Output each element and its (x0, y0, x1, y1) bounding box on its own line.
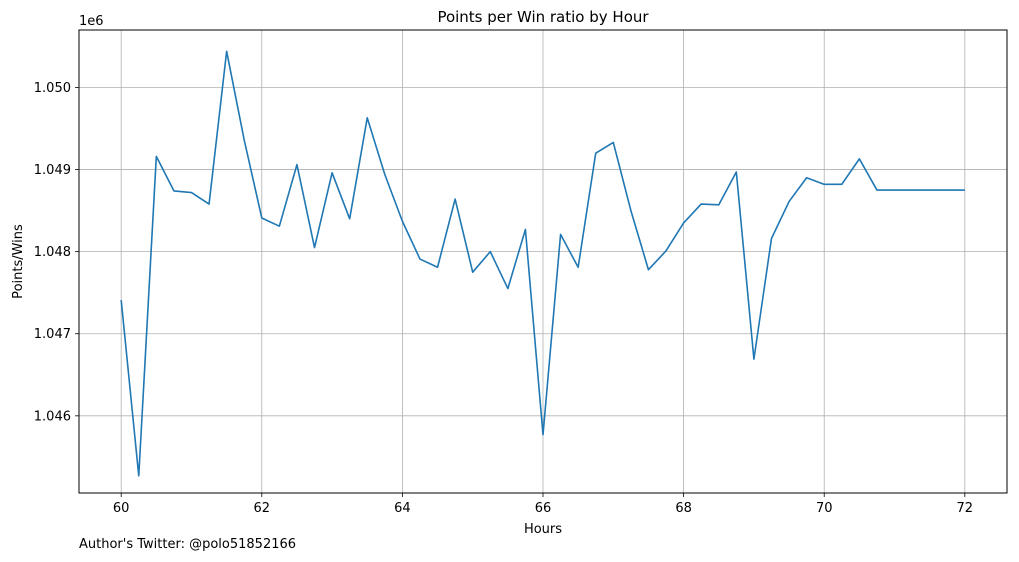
author-footnote: Author's Twitter: @polo51852166 (79, 537, 297, 552)
y-tick-label: 1.050 (34, 81, 71, 96)
y-tick-label: 1.048 (34, 245, 71, 260)
axis-ticks: 60 62 64 66 68 70 72 1.046 1.047 1.048 1.049 1.050 (34, 81, 973, 516)
chart-title: Points per Win ratio by Hour (437, 8, 649, 26)
x-tick-label: 66 (535, 501, 552, 516)
grid (79, 30, 1007, 493)
y-tick-label: 1.046 (34, 409, 71, 424)
x-tick-label: 70 (816, 501, 833, 516)
x-tick-label: 72 (957, 501, 974, 516)
x-tick-label: 68 (675, 501, 692, 516)
x-axis-title: Hours (524, 522, 562, 537)
y-axis-title: Points/Wins (11, 224, 26, 299)
x-tick-label: 62 (254, 501, 271, 516)
series-line (120, 50, 965, 477)
y-axis-offset-label: 1e6 (79, 14, 104, 29)
y-tick-label: 1.049 (34, 163, 71, 178)
y-tick-label: 1.047 (34, 327, 71, 342)
x-tick-label: 60 (113, 501, 130, 516)
x-tick-label: 64 (394, 501, 411, 516)
